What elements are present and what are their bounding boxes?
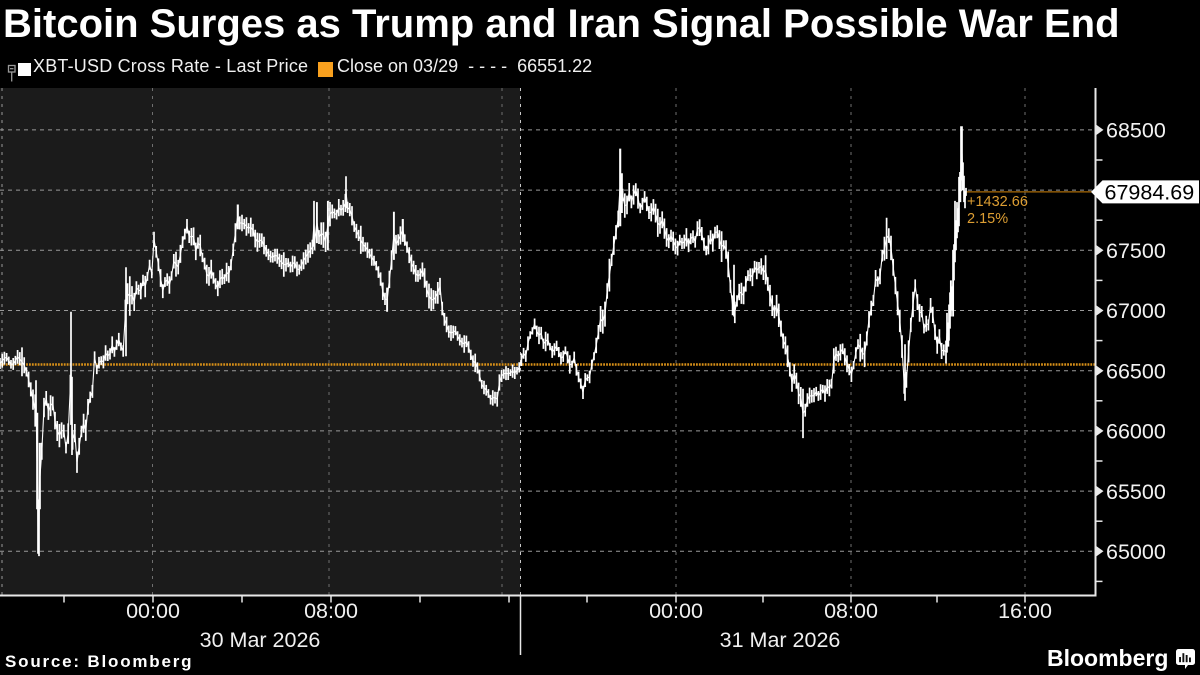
svg-text:67000: 67000	[1106, 299, 1166, 323]
svg-text:00:00: 00:00	[126, 599, 180, 623]
svg-text:2.15%: 2.15%	[967, 211, 1008, 227]
svg-text:31 Mar 2026: 31 Mar 2026	[720, 628, 841, 652]
svg-text:66000: 66000	[1106, 420, 1166, 444]
svg-text:16:00: 16:00	[998, 599, 1052, 623]
svg-text:+1432.66: +1432.66	[967, 194, 1028, 210]
svg-text:65500: 65500	[1106, 480, 1166, 504]
svg-text:08:00: 08:00	[824, 599, 878, 623]
svg-text:66500: 66500	[1106, 359, 1166, 383]
svg-text:68500: 68500	[1106, 119, 1166, 143]
svg-text:67500: 67500	[1106, 239, 1166, 263]
svg-text:00:00: 00:00	[649, 599, 703, 623]
svg-text:67984.69: 67984.69	[1105, 181, 1195, 205]
svg-text:65000: 65000	[1106, 540, 1166, 564]
svg-text:08:00: 08:00	[304, 599, 358, 623]
svg-text:30 Mar 2026: 30 Mar 2026	[200, 628, 321, 652]
